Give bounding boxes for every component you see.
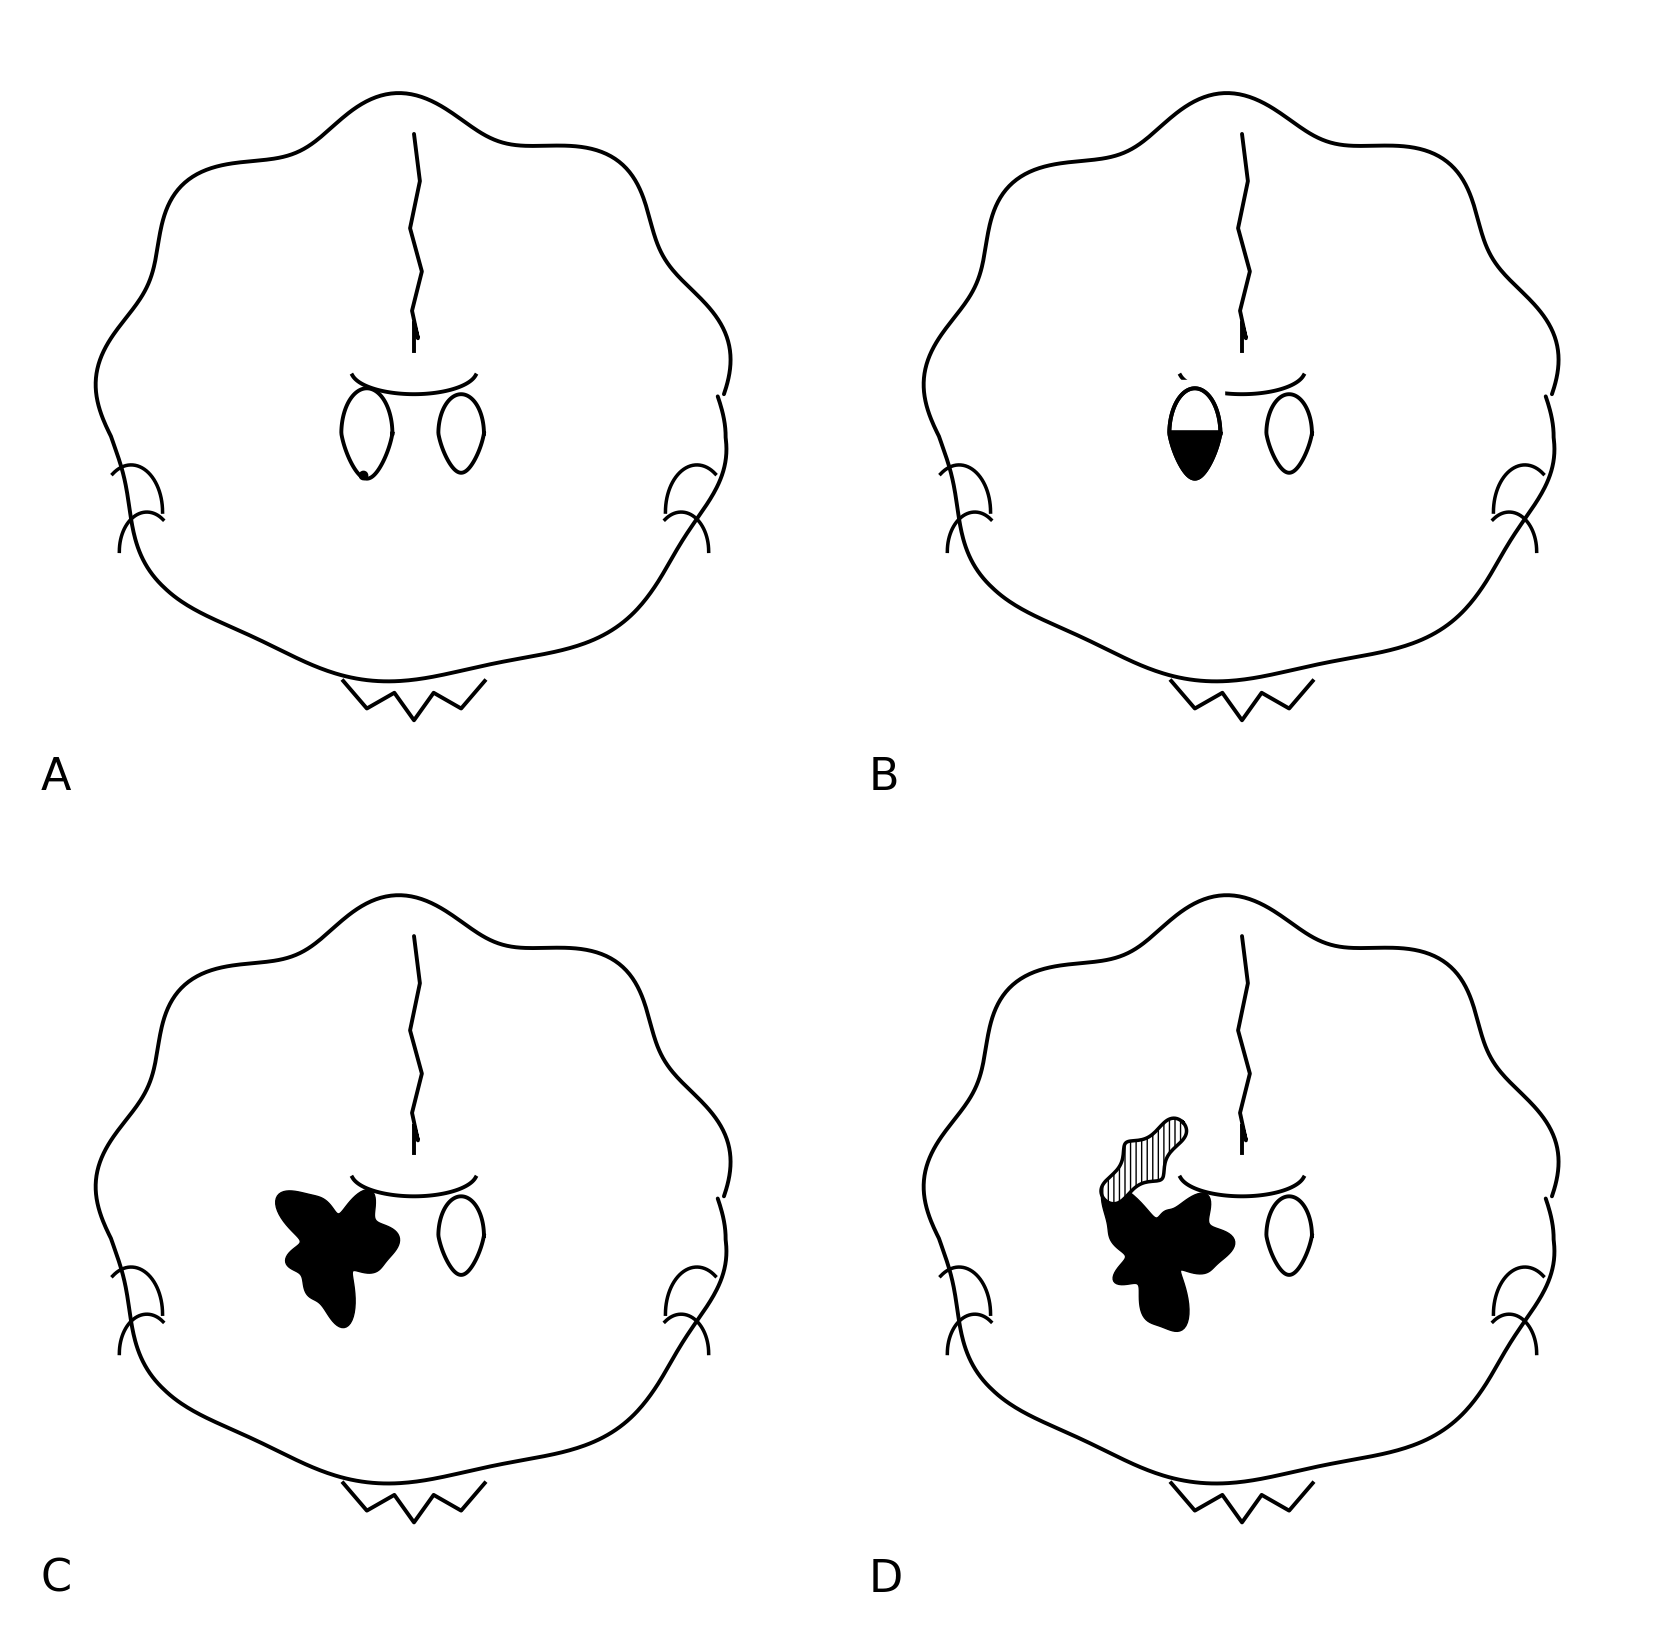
Text: D: D xyxy=(869,1558,902,1601)
Polygon shape xyxy=(276,1190,399,1328)
Polygon shape xyxy=(1168,388,1220,478)
Polygon shape xyxy=(1101,1118,1187,1203)
Polygon shape xyxy=(1101,1185,1235,1331)
Text: A: A xyxy=(41,756,71,799)
Text: C: C xyxy=(41,1558,71,1601)
Polygon shape xyxy=(1165,380,1223,429)
Text: B: B xyxy=(869,756,899,799)
